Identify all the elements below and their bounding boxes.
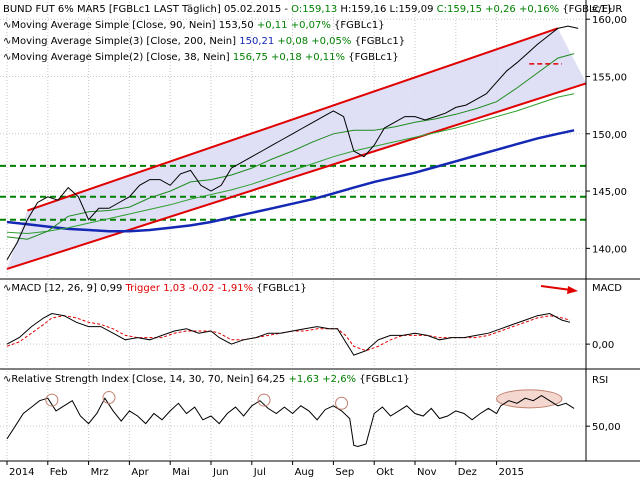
macd-axis-name: MACD	[592, 283, 622, 294]
legend-ma38-suffix: {FGBLc1}	[348, 52, 399, 63]
price-tick-label: 150,00	[592, 130, 627, 141]
x-tick-label: Jun	[212, 467, 229, 478]
rsi-panel: 50,00 RSI ∿Relative Strength Index [Clos…	[0, 371, 621, 459]
currency-label: €/EUR	[592, 4, 622, 15]
price-line	[6, 25, 579, 261]
rsi-legend-suffix: {FGBLc1}	[359, 374, 410, 385]
legend-ma200: ∿Moving Average Simple(3) [Close, 200, N…	[3, 36, 405, 47]
price-tick-label: 160,00	[592, 15, 627, 26]
header-suffix: {FGBLc1}	[562, 4, 613, 15]
x-tick-label: Jul	[253, 467, 266, 478]
x-tick-label: Okt	[376, 467, 394, 478]
price-panel: 140,00 145,00 150,00 155,00 160,00 €/EUR BUN…	[0, 2, 627, 277]
x-tick-label: 2014	[9, 467, 34, 478]
rsi-legend-value: 64,25	[257, 374, 286, 385]
macd-panel: 0,00 MACD ∿MACD [12, 26, 9] 0,99 Trigger…	[0, 281, 622, 367]
x-tick-label: Feb	[50, 467, 68, 478]
header-prefix: BUND FUT 6% MAR5 [FGBLc1 LAST Täglich] 0…	[3, 4, 291, 15]
header-high: H:159,16	[340, 4, 386, 15]
rsi-tick-label: 50,00	[592, 422, 621, 433]
ma38-line	[6, 53, 575, 240]
rsi-axis-name: RSI	[592, 375, 608, 386]
x-tick-label: Nov	[417, 467, 437, 478]
channel-lower-line	[6, 82, 587, 270]
arrow-shaft	[540, 285, 572, 291]
x-tick-label: Dez	[458, 467, 477, 478]
price-y-axis: 140,00 145,00 150,00 155,00 160,00	[586, 15, 627, 255]
legend-ma200-name: Moving Average Simple(3) [Close, 200, Ne…	[11, 36, 236, 47]
rsi-highlight-circles	[45, 391, 349, 410]
rsi-highlight-circle	[45, 393, 59, 407]
legend-ma90-suffix: {FGBLc1}	[334, 20, 385, 31]
rsi-highlight-ellipse	[496, 389, 563, 409]
x-tick-label: Mrz	[91, 467, 109, 478]
legend-ma38: ∿Moving Average Simple(2) [Close, 38, Ne…	[3, 52, 399, 63]
rsi-highlight-circle	[257, 393, 271, 407]
x-axis: 2014 Feb Mrz Apr Mai Jun Jul Aug Sep Okt Nov Dez 201…	[6, 461, 524, 478]
support-lines	[0, 164, 586, 221]
legend-ma90-change: +0,11 +0,07%	[257, 20, 331, 31]
x-tick-label: Aug	[295, 467, 315, 478]
rsi-highlight-circle	[335, 396, 349, 410]
legend-ma38-value: 156,75	[233, 52, 268, 63]
header-open: O:159,13	[291, 4, 337, 15]
legend-ma200-suffix: {FGBLc1}	[355, 36, 406, 47]
x-tick-label: 2015	[499, 467, 524, 478]
price-tick-label: 145,00	[592, 187, 627, 198]
price-tick-label: 155,00	[592, 72, 627, 83]
legend-ma38-name: Moving Average Simple(2) [Close, 38, Nei…	[11, 52, 229, 63]
x-tick-label: Mai	[172, 467, 190, 478]
rsi-highlight-circle	[102, 391, 116, 405]
macd-trigger-label: Trigger	[125, 283, 161, 294]
channel-upper-line	[27, 27, 559, 212]
header-line: BUND FUT 6% MAR5 [FGBLc1 LAST Täglich] 0…	[3, 4, 613, 15]
macd-trigger-value: 1,03 -0,02 -1,91%	[163, 283, 253, 294]
macd-grid	[0, 281, 586, 367]
macd-tick-label: 0,00	[592, 340, 614, 351]
ma90-line	[6, 93, 575, 235]
legend-ma38-change: +0,18 +0,11%	[271, 52, 345, 63]
ma200-line	[6, 129, 575, 233]
legend-ma200-value: 150,21	[239, 36, 274, 47]
rsi-legend-label: Relative Strength Index [Close, 14, 30, …	[11, 374, 253, 385]
macd-y-axis: 0,00	[586, 340, 614, 351]
macd-arrow	[540, 285, 578, 294]
legend-ma90: ∿Moving Average Simple [Close, 90, Nein]…	[3, 20, 385, 31]
legend-ma200-change: +0,08 +0,05%	[277, 36, 351, 47]
rsi-y-axis: 50,00	[586, 422, 621, 433]
rsi-legend: ∿Relative Strength Index [Close, 14, 30,…	[3, 374, 410, 385]
arrow-head	[567, 286, 578, 294]
price-grid	[0, 2, 586, 277]
header-low: L:159,09	[390, 4, 434, 15]
x-tick-label: Sep	[335, 467, 354, 478]
price-tick-label: 140,00	[592, 244, 627, 255]
macd-legend-value: 0,99	[100, 283, 122, 294]
header-close: C:159,15 +0,26 +0,16%	[437, 4, 560, 15]
macd-legend-label: MACD [12, 26, 9]	[11, 283, 97, 294]
macd-line	[6, 312, 571, 356]
legend-ma90-name: Moving Average Simple [Close, 90, Nein]	[11, 20, 215, 31]
rsi-legend-change: +1,63 +2,6%	[288, 374, 356, 385]
x-tick-label: Apr	[131, 467, 149, 478]
macd-legend: ∿MACD [12, 26, 9] 0,99 Trigger 1,03 -0,0…	[3, 283, 307, 294]
price-legend: BUND FUT 6% MAR5 [FGBLc1 LAST Täglich] 0…	[3, 4, 613, 63]
macd-legend-suffix: {FGBLc1}	[256, 283, 307, 294]
legend-ma90-value: 153,50	[219, 20, 254, 31]
